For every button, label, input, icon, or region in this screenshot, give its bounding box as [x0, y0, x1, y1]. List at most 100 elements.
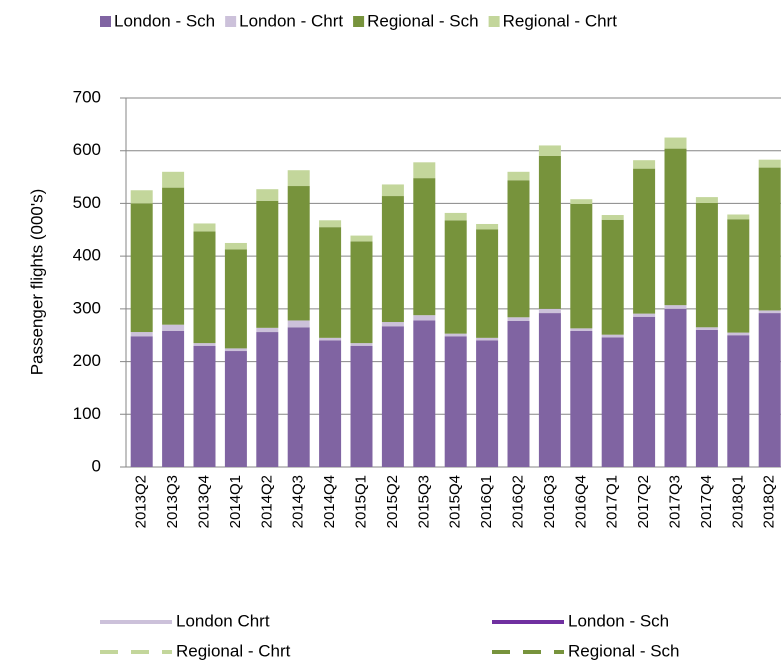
bar-segment — [507, 171, 530, 181]
bar-segment — [256, 200, 279, 328]
bar-segment — [601, 334, 624, 338]
x-tick-label: 2016Q2 — [509, 475, 526, 528]
bar-segment — [601, 215, 624, 220]
x-tick-label: 2014Q1 — [227, 475, 244, 528]
legend-label: London - Sch — [568, 611, 669, 630]
bar-segment — [727, 335, 750, 467]
bar-segment — [664, 305, 687, 309]
bar-segment — [664, 308, 687, 467]
bar-segment — [381, 196, 404, 323]
x-tick-label: 2015Q1 — [352, 475, 369, 528]
x-tick-label: 2014Q4 — [321, 475, 338, 528]
bar-segment — [444, 212, 467, 221]
bar-segment — [162, 330, 185, 467]
bar-segment — [224, 351, 247, 467]
bar-segment — [695, 197, 718, 203]
bar-segment — [633, 313, 656, 317]
bar-segment — [256, 189, 279, 201]
bar-segment — [633, 316, 656, 467]
bar-segment — [350, 241, 373, 344]
bar-segment — [444, 336, 467, 467]
bar-segment — [507, 320, 530, 467]
bar-segment — [224, 249, 247, 349]
legend-swatch — [353, 16, 365, 27]
x-tick-label: 2017Q2 — [635, 475, 652, 528]
x-tick-label: 2015Q2 — [384, 475, 401, 528]
bar-segment — [350, 345, 373, 467]
bar-segment — [130, 332, 153, 337]
bar-segment — [476, 223, 499, 230]
bar-segment — [633, 160, 656, 169]
bar-segment — [413, 162, 436, 179]
bar-segment — [319, 227, 342, 338]
bar-segment — [444, 220, 467, 334]
bar-segment — [162, 171, 185, 188]
legend-label: London - Chrt — [239, 11, 343, 30]
bar-segment — [130, 336, 153, 467]
legend-swatch — [488, 16, 500, 27]
bar-segment — [224, 242, 247, 250]
bar-segment — [381, 326, 404, 467]
y-tick-label: 0 — [92, 456, 101, 475]
bar-segment — [287, 327, 310, 467]
bar-segment — [287, 320, 310, 328]
y-tick-label: 400 — [73, 246, 101, 265]
y-axis-title: Passenger flights (000's) — [27, 189, 46, 376]
bar-segment — [570, 328, 593, 331]
x-tick-label: 2015Q4 — [447, 475, 464, 528]
legend-label: Regional - Chrt — [503, 11, 618, 30]
legend-label: Regional - Sch — [568, 641, 680, 660]
bar-segment — [664, 148, 687, 306]
bar-segment — [476, 340, 499, 467]
bar-segment — [758, 159, 781, 168]
x-tick-label: 2017Q1 — [604, 475, 621, 528]
legend-label: Regional - Chrt — [176, 641, 291, 660]
bar-segment — [476, 337, 499, 341]
y-tick-label: 300 — [73, 298, 101, 317]
bar-segment — [538, 155, 561, 309]
bar-segment — [413, 315, 436, 321]
x-tick-label: 2016Q3 — [541, 475, 558, 528]
bar-segment — [319, 220, 342, 228]
bar-segment — [476, 229, 499, 338]
y-tick-label: 700 — [73, 87, 101, 106]
y-tick-label: 200 — [73, 351, 101, 370]
x-tick-label: 2016Q1 — [478, 475, 495, 528]
bar-segment — [193, 223, 216, 232]
legend-label: London - Sch — [114, 11, 215, 30]
bar-segment — [758, 310, 781, 314]
x-tick-label: 2014Q2 — [258, 475, 275, 528]
bar-segment — [727, 332, 750, 336]
bar-segment — [162, 324, 185, 331]
legend-swatch — [225, 16, 237, 27]
y-tick-label: 600 — [73, 140, 101, 159]
bar-segment — [224, 348, 247, 352]
bar-segment — [570, 330, 593, 467]
bar-segment — [538, 145, 561, 156]
y-tick-label: 100 — [73, 404, 101, 423]
bar-segment — [256, 327, 279, 333]
bar-segment — [538, 313, 561, 467]
bar-segment — [507, 317, 530, 321]
legend-swatch — [100, 16, 111, 27]
x-tick-label: 2013Q2 — [133, 475, 150, 528]
bar-segment — [413, 178, 436, 316]
bar-segment — [601, 219, 624, 335]
bar-segment — [570, 199, 593, 204]
bar-segment — [695, 329, 718, 467]
x-tick-label: 2016Q4 — [572, 475, 589, 528]
bar-segment — [444, 333, 467, 337]
x-tick-label: 2018Q1 — [729, 475, 746, 528]
bar-segment — [570, 203, 593, 329]
bar-segment — [319, 340, 342, 467]
bar-segment — [727, 214, 750, 220]
x-tick-label: 2015Q3 — [415, 475, 432, 528]
x-tick-label: 2017Q3 — [666, 475, 683, 528]
bar-segment — [130, 203, 153, 333]
bar-segment — [193, 345, 216, 467]
x-tick-label: 2014Q3 — [290, 475, 307, 528]
bar-segment — [758, 313, 781, 467]
bar-segment — [193, 343, 216, 346]
bar-segment — [601, 337, 624, 467]
